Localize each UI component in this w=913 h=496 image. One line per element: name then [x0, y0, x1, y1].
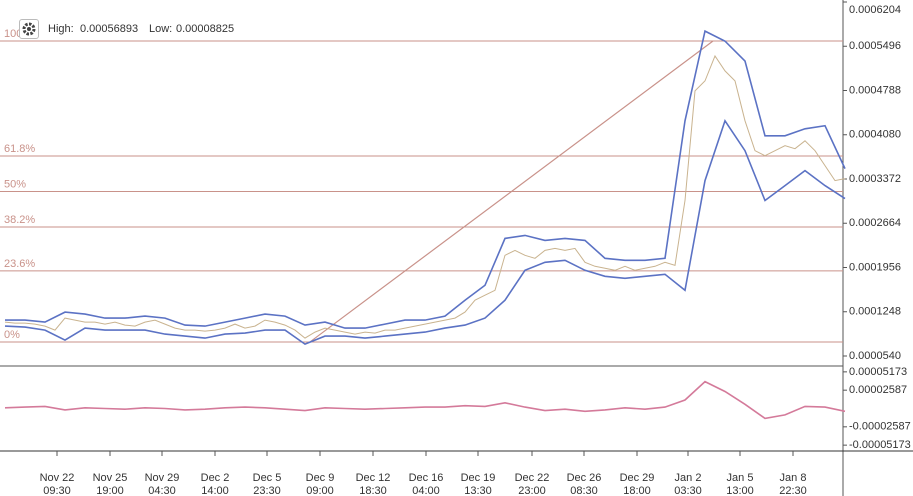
high-value: 0.00056893 — [80, 23, 138, 35]
y-tick-label: 0.0005496 — [849, 40, 901, 52]
fib-trend — [309, 40, 714, 343]
x-tick-date: Dec 2 — [201, 472, 230, 484]
series-line — [4, 380, 846, 420]
y-tick-label: -0.00005173 — [849, 439, 911, 451]
x-tick-date: Dec 22 — [515, 472, 550, 484]
y-tick-label: 0.0006204 — [849, 4, 901, 16]
y-tick-label: -0.00002587 — [849, 421, 911, 433]
x-tick-time: 13:30 — [464, 485, 492, 496]
x-tick-label: Dec 9 09:00 — [306, 472, 335, 496]
low-value: 0.00008825 — [176, 23, 234, 35]
y-tick-label: 0.0004788 — [849, 84, 901, 96]
gear-hub — [27, 27, 31, 31]
x-tick-date: Dec 12 — [356, 472, 391, 484]
x-tick-date: Jan 5 — [727, 472, 754, 484]
x-tick-label: Dec 5 23:30 — [253, 472, 282, 496]
y-tick-label: 0.0000540 — [849, 350, 901, 362]
x-tick-label: Nov 22 09:30 — [40, 472, 75, 496]
x-tick-label: Jan 2 03:30 — [674, 472, 702, 496]
fib-label: 61.8% — [4, 143, 35, 155]
x-tick-date: Dec 29 — [620, 472, 655, 484]
x-tick-label: Dec 26 08:30 — [567, 472, 602, 496]
x-tick-label: Jan 8 22:30 — [779, 472, 807, 496]
x-tick-date: Nov 29 — [145, 472, 180, 484]
x-tick-time: 08:30 — [570, 485, 598, 496]
y-tick-label: 0.00002587 — [849, 384, 907, 396]
x-tick-label: Dec 12 18:30 — [356, 472, 391, 496]
x-tick-time: 19:00 — [96, 485, 124, 496]
y-tick-label: 0.00005173 — [849, 366, 907, 378]
y-tick-label: 0.0004080 — [849, 129, 901, 141]
x-tick-time: 04:00 — [412, 485, 440, 496]
x-tick-time: 09:00 — [306, 485, 334, 496]
x-tick-label: Dec 22 23:00 — [515, 472, 550, 496]
x-tick-time: 22:30 — [779, 485, 807, 496]
x-tick-label: Nov 25 19:00 — [93, 472, 128, 496]
x-tick-date: Dec 26 — [567, 472, 602, 484]
x-tick-date: Dec 9 — [306, 472, 335, 484]
x-tick-label: Jan 5 13:00 — [726, 472, 754, 496]
x-tick-label: Dec 16 04:00 — [409, 472, 444, 496]
x-tick-time: 23:30 — [253, 485, 281, 496]
low-label: Low: — [149, 23, 172, 35]
fib-label: 23.6% — [4, 258, 35, 270]
series-line — [5, 29, 846, 329]
x-tick-date: Jan 8 — [780, 472, 807, 484]
high-label: High: — [48, 23, 74, 35]
x-tick-time: 04:30 — [148, 485, 176, 496]
x-tick-time: 13:00 — [726, 485, 754, 496]
fib-label: 38.2% — [4, 214, 35, 226]
settings-button[interactable] — [19, 19, 39, 39]
fib-label: 0% — [4, 329, 20, 341]
x-tick-date: Jan 2 — [675, 472, 702, 484]
gear — [22, 22, 36, 36]
x-tick-time: 18:30 — [359, 485, 387, 496]
x-tick-date: Dec 16 — [409, 472, 444, 484]
y-tick-label: 0.0001956 — [849, 261, 901, 273]
y-tick-label: 0.0001248 — [849, 306, 901, 318]
y-tick-label: 0.0003372 — [849, 173, 901, 185]
x-tick-time: 03:30 — [674, 485, 702, 496]
series-line — [4, 54, 846, 339]
x-tick-time: 18:00 — [623, 485, 651, 496]
x-tick-label: Dec 29 18:00 — [620, 472, 655, 496]
x-tick-date: Dec 19 — [461, 472, 496, 484]
x-tick-time: 09:30 — [43, 485, 71, 496]
x-tick-label: Nov 29 04:30 — [145, 472, 180, 496]
x-tick-time: 23:00 — [518, 485, 546, 496]
x-tick-date: Nov 22 — [40, 472, 75, 484]
series-line — [4, 118, 846, 346]
x-tick-label: Dec 19 13:30 — [461, 472, 496, 496]
y-tick-label: 0.0002664 — [849, 217, 901, 229]
x-tick-date: Dec 5 — [253, 472, 282, 484]
x-tick-date: Nov 25 — [93, 472, 128, 484]
x-tick-time: 14:00 — [201, 485, 229, 496]
x-tick-label: Dec 2 14:00 — [201, 472, 230, 496]
gear-icon — [22, 22, 36, 36]
fib-label: 50% — [4, 178, 26, 190]
